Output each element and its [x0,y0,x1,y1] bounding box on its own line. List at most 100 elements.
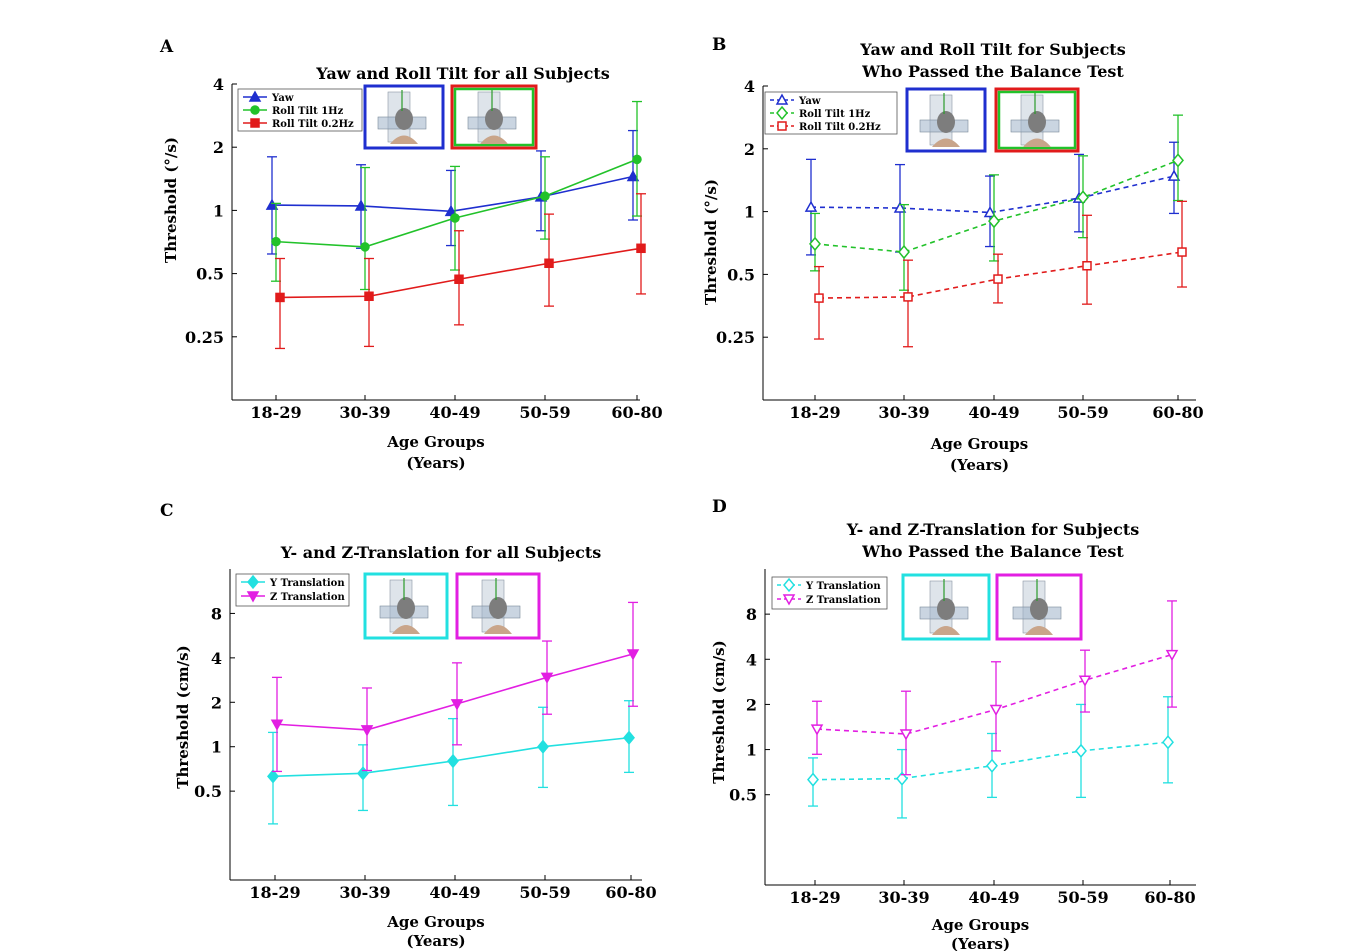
series-line [814,159,1179,253]
data-point [267,769,279,784]
y-axis-label: Threshold (cm/s) [174,645,192,788]
y-tick-label: 1 [746,741,757,760]
chart-title: Who Passed the Balance Test [861,62,1124,81]
y-tick-label: 4 [213,75,224,94]
legend-label: Roll Tilt 0.2Hz [272,119,354,130]
x-tick-label: 60-80 [611,403,662,422]
y-tick-label: 2 [744,140,755,159]
data-point [983,205,997,218]
x-tick-label: 30-39 [339,403,390,422]
data-point [626,649,640,661]
x-tick-label: 40-49 [429,403,480,422]
x-axis-label: (Years) [951,935,1010,951]
data-point [1082,261,1092,271]
data-point [354,199,368,211]
data-point [450,213,460,223]
legend-label: Z Translation [270,592,346,603]
x-tick-label: 40-49 [968,403,1019,422]
y-tick-label: 2 [211,693,222,712]
legend-marker [250,105,260,115]
legend-marker [776,105,788,121]
illustration-box [995,573,1083,641]
series-roll-tilt-1hz [809,114,1184,291]
panel-letter: A [159,37,174,57]
illustration-frame-inner [997,90,1077,150]
legend-marker [775,93,789,105]
data-point [632,154,642,165]
data-point [1078,675,1092,687]
series-line [812,741,1169,781]
chart-title: Y- and Z-Translation for Subjects [846,520,1139,539]
y-axis-label: Threshold (°/s) [162,137,180,263]
illustration-box [363,572,449,640]
illustration-box [901,573,991,641]
x-axis-label: (Years) [950,456,1009,474]
data-point [450,699,464,711]
data-point [275,292,285,303]
shoulders-icon [484,625,512,634]
data-point [896,771,908,786]
data-point [360,242,370,252]
x-tick-label: 50-59 [519,403,570,422]
data-point [636,243,646,254]
legend-marker [250,118,260,128]
panel-letter: D [712,497,727,517]
y-tick-label: 4 [744,77,755,96]
data-point [814,293,824,303]
y-tick-label: 8 [211,604,222,623]
illustration-box [363,84,445,150]
series-y-translation [267,700,635,825]
y-tick-label: 4 [746,650,757,669]
panel-d: D Y- and Z-Translation for Subjects Who Pa… [710,497,1196,951]
x-tick-label: 60-80 [605,883,656,902]
x-tick-label: 30-39 [878,403,929,422]
legend-label: Yaw [798,96,821,107]
data-point [1167,169,1181,181]
shoulders-icon [1023,138,1051,147]
series-line [810,175,1175,214]
data-point [1165,649,1179,662]
data-point [903,292,913,302]
data-point [454,274,464,284]
x-tick-label: 50-59 [519,883,570,902]
x-tick-label: 18-29 [249,883,300,902]
shoulders-icon [1025,626,1053,635]
y-tick-label: 0.5 [727,265,755,284]
legend-label: Z Translation [806,595,882,606]
data-point [809,236,821,252]
data-point [898,244,910,260]
data-point [899,729,913,741]
data-point [444,204,458,217]
legend-label: Yaw [271,93,294,104]
shoulders-icon [392,625,420,634]
x-tick-label: 60-80 [1152,403,1203,422]
chart-title: Y- and Z-Translation for all Subjects [280,543,602,562]
x-axis-label: Age Groups [931,916,1029,934]
y-tick-label: 8 [746,605,757,624]
illustration-box [994,87,1080,153]
shoulders-icon [480,135,508,144]
panel-letter: B [712,35,726,55]
data-point [807,772,819,787]
legend-label: Roll Tilt 1Hz [272,106,344,117]
illustration-frame-inner [453,87,535,147]
legend-label: Y Translation [269,578,345,589]
illustration-box [455,572,541,640]
x-tick-label: 30-39 [339,883,390,902]
x-tick-label: 18-29 [789,403,840,422]
panel-b: B Yaw and Roll Tilt for Subjects Who Passe… [702,35,1204,474]
y-tick-label: 0.25 [185,328,224,347]
y-tick-label: 4 [211,649,222,668]
data-point [986,758,998,773]
data-point [810,724,824,736]
x-axis-label: Age Groups [386,913,484,931]
chart-title: Yaw and Roll Tilt for Subjects [859,40,1125,59]
x-tick-label: 60-80 [1144,888,1195,907]
y-tick-label: 1 [744,203,755,222]
chart-title: Who Passed the Balance Test [861,542,1124,561]
legend-marker [783,577,795,593]
series-line [275,158,638,248]
legend-marker [246,591,260,603]
x-tick-label: 18-29 [250,403,301,422]
